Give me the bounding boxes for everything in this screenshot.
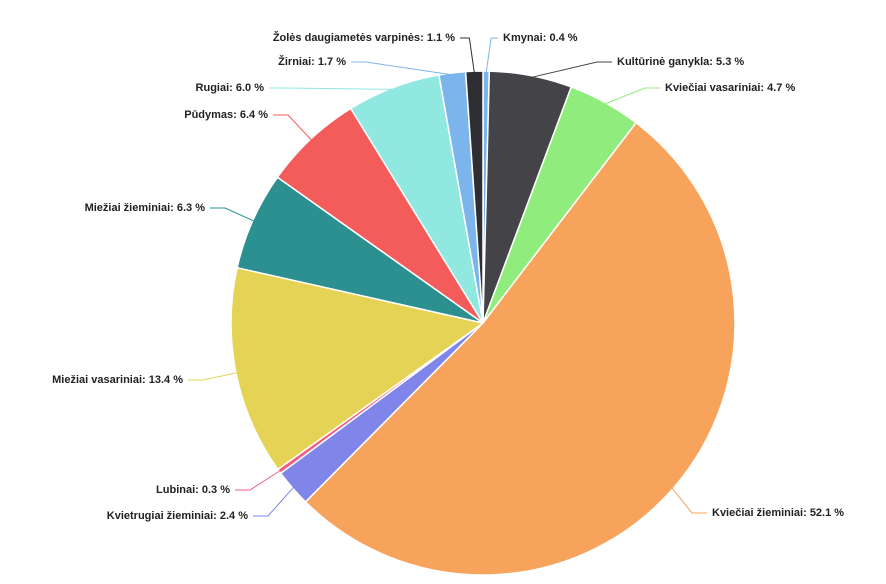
data-label: Kmynai: 0.4 % — [503, 32, 578, 44]
data-label: Žolės daugiametės varpinės: 1.1 % — [273, 31, 455, 44]
data-label: Miežiai vasariniai: 13.4 % — [52, 374, 183, 386]
data-label: Rugiai: 6.0 % — [196, 82, 265, 94]
leader-line — [273, 114, 313, 141]
leader-line — [188, 372, 239, 381]
data-label: Miežiai žieminiai: 6.3 % — [85, 202, 206, 214]
leader-line — [253, 486, 295, 517]
leader-line — [460, 37, 475, 74]
leader-line — [603, 87, 660, 105]
leader-line — [351, 61, 453, 76]
leader-line — [210, 207, 255, 222]
leader-line — [235, 469, 282, 491]
data-label: Kviečiai žieminiai: 52.1 % — [712, 507, 844, 519]
leader-line — [485, 37, 498, 74]
data-label: Žirniai: 1.7 % — [278, 55, 346, 68]
data-label: Kultūrinė ganykla: 5.3 % — [617, 56, 744, 68]
data-label: Kvietrugiai žieminiai: 2.4 % — [107, 510, 248, 522]
leader-line — [671, 486, 707, 514]
data-label: Kviečiai vasariniai: 4.7 % — [665, 82, 795, 94]
leader-line — [269, 87, 394, 90]
leader-line — [530, 61, 612, 79]
data-label: Lubinai: 0.3 % — [156, 484, 230, 496]
data-label: Pūdymas: 6.4 % — [184, 109, 268, 121]
